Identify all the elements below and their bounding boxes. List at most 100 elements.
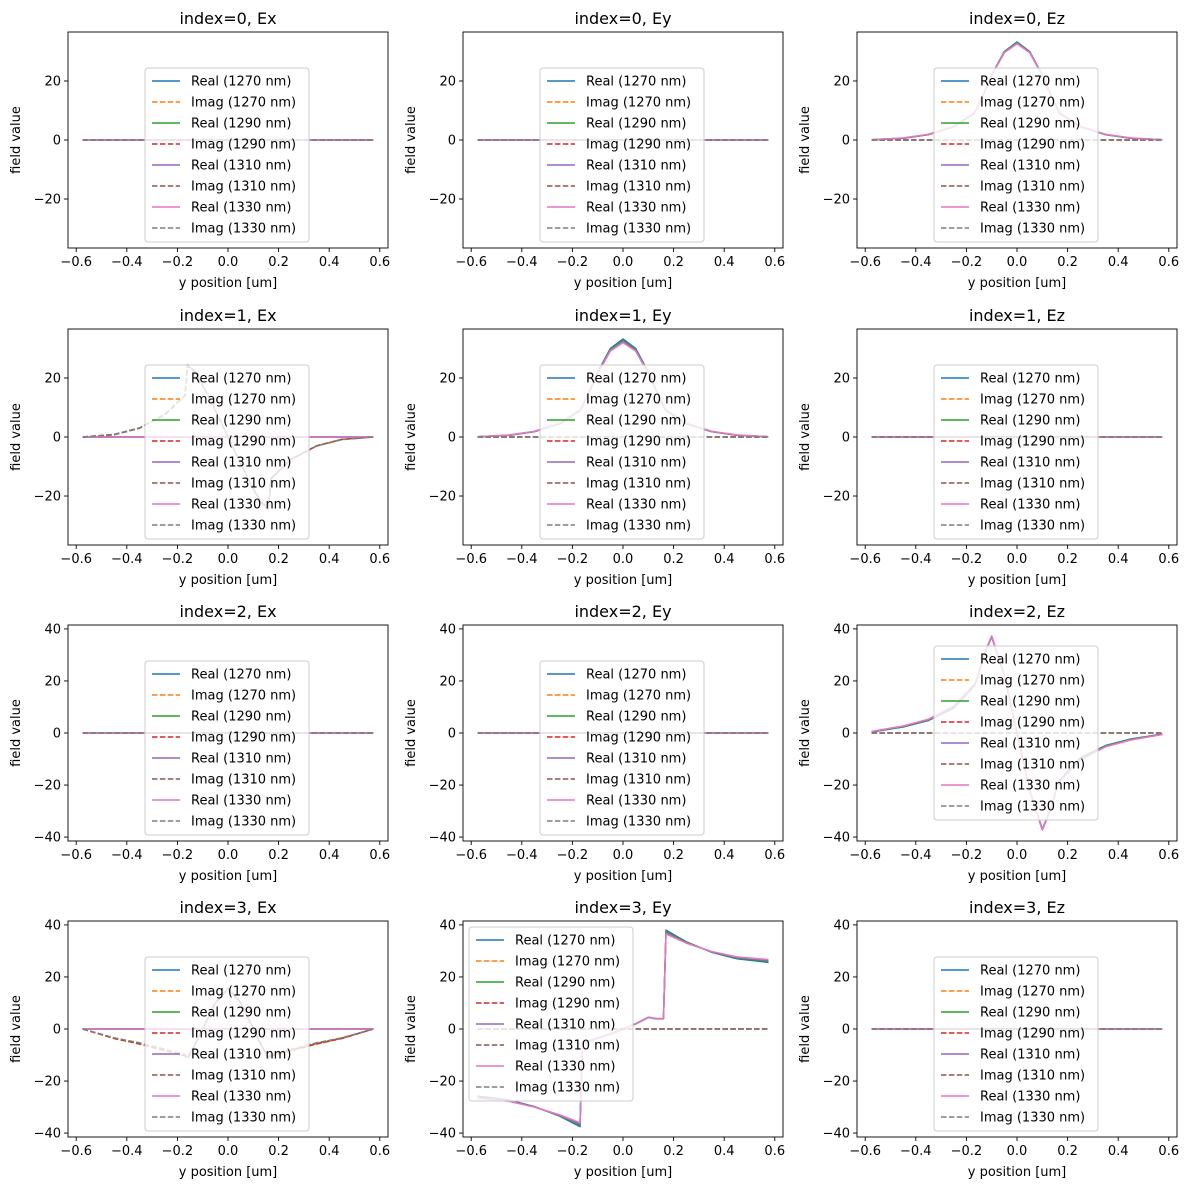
legend-label: Real (1310 nm) <box>586 752 686 767</box>
x-tick-label: 0.0 <box>218 552 239 567</box>
legend-label: Imag (1330 nm) <box>980 1111 1085 1126</box>
x-tick-label: −0.6 <box>60 552 92 567</box>
x-tick-label: −0.6 <box>455 552 487 567</box>
x-tick-label: −0.4 <box>900 1144 932 1159</box>
x-tick-label: 0.4 <box>714 552 735 567</box>
x-tick-label: −0.6 <box>455 1144 487 1159</box>
y-tick-label: 40 <box>439 622 456 637</box>
y-tick-label: 20 <box>439 970 456 985</box>
subplot: −0.6 −0.4 −0.2 0.0 0.2 0.4 0.6 −20 0 20 index=0, E… <box>9 9 390 291</box>
legend-label: Imag (1310 nm) <box>191 477 296 492</box>
subplot-title: index=2, Ex <box>179 602 276 621</box>
x-tick-label: 0.2 <box>663 255 684 270</box>
legend-label: Real (1290 nm) <box>191 1006 291 1021</box>
x-tick-label: 0.6 <box>764 848 785 863</box>
x-tick-label: −0.6 <box>60 848 92 863</box>
y-tick-label: −20 <box>429 1075 456 1090</box>
legend-label: Real (1270 nm) <box>191 964 291 979</box>
legend-label: Imag (1310 nm) <box>980 477 1085 492</box>
legend-label: Imag (1310 nm) <box>515 1039 620 1054</box>
subplot-title: index=3, Ex <box>179 898 276 917</box>
y-tick-label: −20 <box>823 1075 850 1090</box>
x-tick-label: 0.4 <box>714 848 735 863</box>
legend-label: Real (1310 nm) <box>191 159 291 174</box>
legend-label: Real (1310 nm) <box>980 737 1080 752</box>
x-axis-label: y position [um] <box>968 276 1067 291</box>
x-tick-label: 0.6 <box>1158 552 1179 567</box>
legend-label: Imag (1290 nm) <box>586 435 691 450</box>
x-tick-label: 0.2 <box>663 848 684 863</box>
x-tick-label: −0.6 <box>849 255 881 270</box>
legend-label: Real (1290 nm) <box>586 414 686 429</box>
x-tick-label: −0.4 <box>900 848 932 863</box>
legend: Real (1270 nm) Imag (1270 nm) Real (1290 n… <box>933 956 1099 1132</box>
y-tick-label: 0 <box>842 134 850 149</box>
legend-box <box>468 926 634 1102</box>
x-tick-label: 0.6 <box>1158 255 1179 270</box>
x-tick-label: 0.2 <box>1057 552 1078 567</box>
x-tick-label: 0.4 <box>319 848 340 863</box>
x-tick-label: 0.4 <box>319 1144 340 1159</box>
y-axis-label: field value <box>404 699 419 767</box>
legend-label: Imag (1270 nm) <box>980 393 1085 408</box>
subplot: −0.6 −0.4 −0.2 0.0 0.2 0.4 0.6 −40 −20 0 20 40 index… <box>798 898 1179 1180</box>
x-tick-label: −0.2 <box>162 255 194 270</box>
legend-box <box>933 645 1099 821</box>
y-tick-label: −40 <box>823 1127 850 1142</box>
subplot: −0.6 −0.4 −0.2 0.0 0.2 0.4 0.6 −20 0 20 index=1, E… <box>9 306 390 588</box>
legend-label: Real (1290 nm) <box>191 414 291 429</box>
legend-box <box>933 364 1099 540</box>
legend: Real (1270 nm) Imag (1270 nm) Real (1290 n… <box>539 67 705 243</box>
x-tick-label: 0.0 <box>218 848 239 863</box>
legend-box <box>144 660 310 836</box>
subplot: −0.6 −0.4 −0.2 0.0 0.2 0.4 0.6 −40 −20 0 20 40 index… <box>9 602 390 884</box>
legend-box <box>933 67 1099 243</box>
y-tick-label: 20 <box>44 970 61 985</box>
y-axis-label: field value <box>798 699 813 767</box>
x-tick-label: −0.4 <box>506 848 538 863</box>
legend-label: Imag (1330 nm) <box>586 815 691 830</box>
subplot: −0.6 −0.4 −0.2 0.0 0.2 0.4 0.6 −20 0 20 index=1, E… <box>798 306 1179 588</box>
x-tick-label: 0.0 <box>613 255 634 270</box>
x-tick-label: 0.4 <box>1108 1144 1129 1159</box>
legend-label: Imag (1270 nm) <box>515 955 620 970</box>
legend-box <box>144 956 310 1132</box>
legend-label: Imag (1310 nm) <box>586 773 691 788</box>
x-tick-label: 0.4 <box>1108 552 1129 567</box>
x-axis-label: y position [um] <box>574 573 673 588</box>
x-tick-label: 0.2 <box>1057 255 1078 270</box>
legend-label: Real (1310 nm) <box>191 752 291 767</box>
x-tick-label: −0.2 <box>557 255 589 270</box>
x-tick-label: 0.2 <box>268 552 289 567</box>
x-tick-label: 0.0 <box>218 255 239 270</box>
legend-label: Imag (1310 nm) <box>980 180 1085 195</box>
subplot-title: index=3, Ey <box>574 898 671 917</box>
legend-label: Real (1270 nm) <box>980 372 1080 387</box>
x-tick-label: −0.6 <box>455 255 487 270</box>
x-tick-label: −0.4 <box>111 848 143 863</box>
legend: Real (1270 nm) Imag (1270 nm) Real (1290 n… <box>144 364 310 540</box>
x-tick-label: 0.0 <box>1007 848 1028 863</box>
y-tick-label: 0 <box>53 1023 61 1038</box>
y-axis-label: field value <box>9 699 24 767</box>
y-tick-label: 40 <box>833 918 850 933</box>
legend-label: Imag (1310 nm) <box>191 180 296 195</box>
x-tick-label: −0.4 <box>111 552 143 567</box>
x-tick-label: 0.4 <box>714 1144 735 1159</box>
legend-label: Real (1310 nm) <box>191 456 291 471</box>
legend-label: Imag (1330 nm) <box>191 222 296 237</box>
legend-label: Real (1310 nm) <box>586 159 686 174</box>
y-tick-label: 0 <box>842 727 850 742</box>
x-tick-label: 0.0 <box>1007 1144 1028 1159</box>
legend: Real (1270 nm) Imag (1270 nm) Real (1290 n… <box>144 67 310 243</box>
legend: Real (1270 nm) Imag (1270 nm) Real (1290 n… <box>539 660 705 836</box>
legend-label: Real (1290 nm) <box>191 710 291 725</box>
legend-box <box>144 67 310 243</box>
legend-label: Imag (1330 nm) <box>191 1111 296 1126</box>
x-tick-label: 0.6 <box>369 552 390 567</box>
x-tick-label: −0.2 <box>951 255 983 270</box>
x-tick-label: 0.4 <box>319 552 340 567</box>
legend-label: Imag (1270 nm) <box>980 96 1085 111</box>
y-axis-label: field value <box>404 995 419 1063</box>
legend-label: Real (1270 nm) <box>191 372 291 387</box>
